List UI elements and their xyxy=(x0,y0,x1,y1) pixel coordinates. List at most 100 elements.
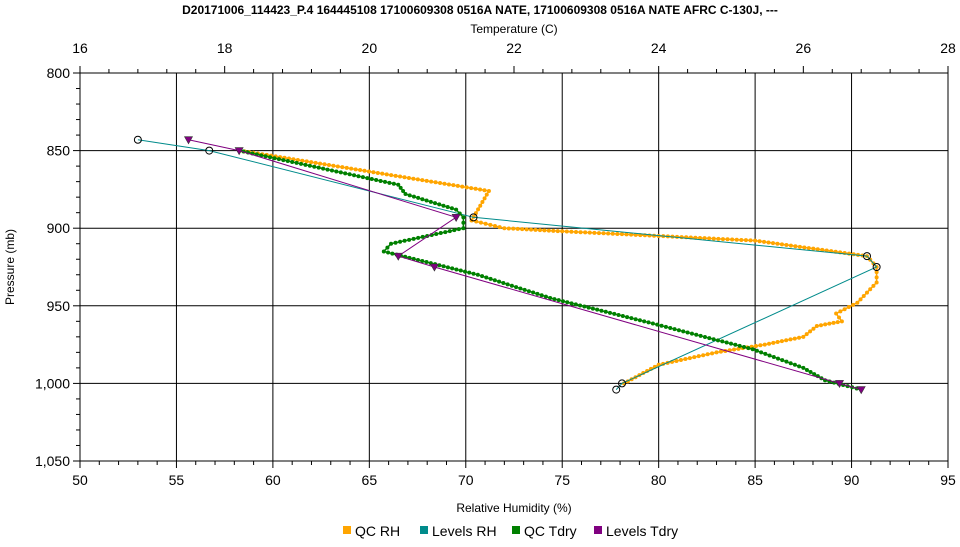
point-qc-rh xyxy=(574,229,578,234)
point-qc-rh xyxy=(420,178,425,183)
point-qc-tdry xyxy=(393,240,398,245)
point-qc-rh xyxy=(834,311,839,316)
point-qc-tdry xyxy=(299,161,304,166)
point-qc-rh xyxy=(874,275,879,280)
point-qc-rh xyxy=(861,293,866,298)
point-qc-rh xyxy=(353,167,358,172)
point-qc-tdry xyxy=(792,362,797,367)
point-qc-rh xyxy=(484,192,489,197)
top-tick-label: 16 xyxy=(72,40,88,56)
point-qc-tdry xyxy=(637,318,642,323)
point-qc-rh xyxy=(464,185,469,190)
point-qc-tdry xyxy=(663,324,668,329)
point-qc-rh xyxy=(393,173,398,178)
point-qc-tdry xyxy=(565,300,570,305)
bottom-tick-label: 55 xyxy=(169,472,185,488)
point-qc-rh xyxy=(762,239,767,244)
point-qc-rh xyxy=(720,237,725,242)
point-levels-tdry xyxy=(429,263,439,272)
point-qc-rh xyxy=(788,243,793,248)
point-qc-rh xyxy=(806,246,811,251)
point-qc-rh xyxy=(482,188,487,193)
point-qc-tdry xyxy=(352,173,357,178)
point-qc-tdry xyxy=(387,180,392,185)
point-qc-tdry xyxy=(620,314,625,319)
point-qc-rh xyxy=(701,353,706,358)
left-tick-label: 900 xyxy=(47,220,71,236)
point-qc-tdry xyxy=(797,364,802,369)
point-qc-tdry xyxy=(450,266,455,271)
point-qc-tdry xyxy=(497,279,502,284)
point-qc-rh xyxy=(757,239,762,244)
point-qc-tdry xyxy=(808,370,813,375)
point-qc-tdry xyxy=(389,241,394,246)
point-qc-tdry xyxy=(374,178,379,183)
point-qc-tdry xyxy=(784,359,789,364)
top-tick-label: 22 xyxy=(506,40,522,56)
point-qc-rh xyxy=(819,323,824,328)
point-qc-tdry xyxy=(378,178,383,183)
point-qc-rh xyxy=(775,340,780,345)
point-qc-rh xyxy=(702,236,707,241)
point-qc-rh xyxy=(734,237,739,242)
bottom-tick-label: 50 xyxy=(72,472,88,488)
point-qc-rh xyxy=(451,183,456,188)
point-qc-rh xyxy=(718,349,723,354)
bottom-tick-label: 60 xyxy=(265,472,281,488)
point-qc-tdry xyxy=(471,271,476,276)
point-qc-tdry xyxy=(804,367,809,372)
axis-ticks: 50 55 60 65 70 75 80 85 90 95 16 18 20 22 24 26 28 800 850… xyxy=(35,40,956,488)
point-qc-tdry xyxy=(383,179,388,184)
point-qc-rh xyxy=(596,231,601,236)
legend-swatch-levels-tdry xyxy=(594,526,602,534)
point-qc-rh xyxy=(788,337,793,342)
point-qc-tdry xyxy=(742,345,747,350)
point-qc-rh xyxy=(808,329,813,334)
point-qc-rh xyxy=(811,246,816,251)
point-qc-rh xyxy=(362,168,367,173)
point-qc-tdry xyxy=(441,264,446,269)
point-qc-rh xyxy=(483,221,488,226)
point-qc-rh xyxy=(460,184,465,189)
point-qc-rh xyxy=(529,227,534,232)
point-qc-rh xyxy=(753,344,758,349)
point-qc-rh xyxy=(492,223,497,228)
point-qc-tdry xyxy=(603,309,608,314)
point-qc-tdry xyxy=(411,256,416,261)
point-qc-rh xyxy=(831,320,836,325)
point-qc-tdry xyxy=(396,182,401,187)
left-tick-label: 950 xyxy=(47,298,71,314)
point-levels-rh xyxy=(618,379,627,388)
point-qc-tdry xyxy=(590,306,595,311)
point-qc-rh xyxy=(592,230,597,235)
point-qc-tdry xyxy=(724,340,729,345)
point-qc-rh xyxy=(864,290,869,295)
left-axis-label: Pressure (mb) xyxy=(3,229,17,305)
point-qc-tdry xyxy=(737,343,742,348)
point-qc-tdry xyxy=(509,283,514,288)
point-qc-rh xyxy=(692,355,697,360)
point-qc-rh xyxy=(766,240,771,245)
point-qc-rh xyxy=(551,228,556,233)
point-qc-tdry xyxy=(268,155,273,160)
bottom-tick-label: 65 xyxy=(362,472,378,488)
point-qc-tdry xyxy=(535,291,540,296)
series-line-qc-rh xyxy=(239,149,878,385)
point-qc-tdry xyxy=(694,332,699,337)
point-qc-tdry xyxy=(505,282,510,287)
legend: QC RH Levels RH QC Tdry Levels Tdry xyxy=(343,523,678,539)
point-qc-rh xyxy=(615,231,620,236)
point-qc-tdry xyxy=(599,308,604,313)
point-qc-rh xyxy=(389,173,394,178)
point-qc-tdry xyxy=(484,275,489,280)
point-qc-rh xyxy=(478,203,483,208)
point-qc-tdry xyxy=(272,156,277,161)
point-qc-tdry xyxy=(463,269,468,274)
point-qc-rh xyxy=(725,237,730,242)
series-line-levels-rh xyxy=(137,139,878,390)
point-qc-tdry xyxy=(625,315,630,320)
point-qc-rh xyxy=(792,336,797,341)
point-qc-tdry xyxy=(441,203,446,208)
point-qc-tdry xyxy=(560,299,565,304)
